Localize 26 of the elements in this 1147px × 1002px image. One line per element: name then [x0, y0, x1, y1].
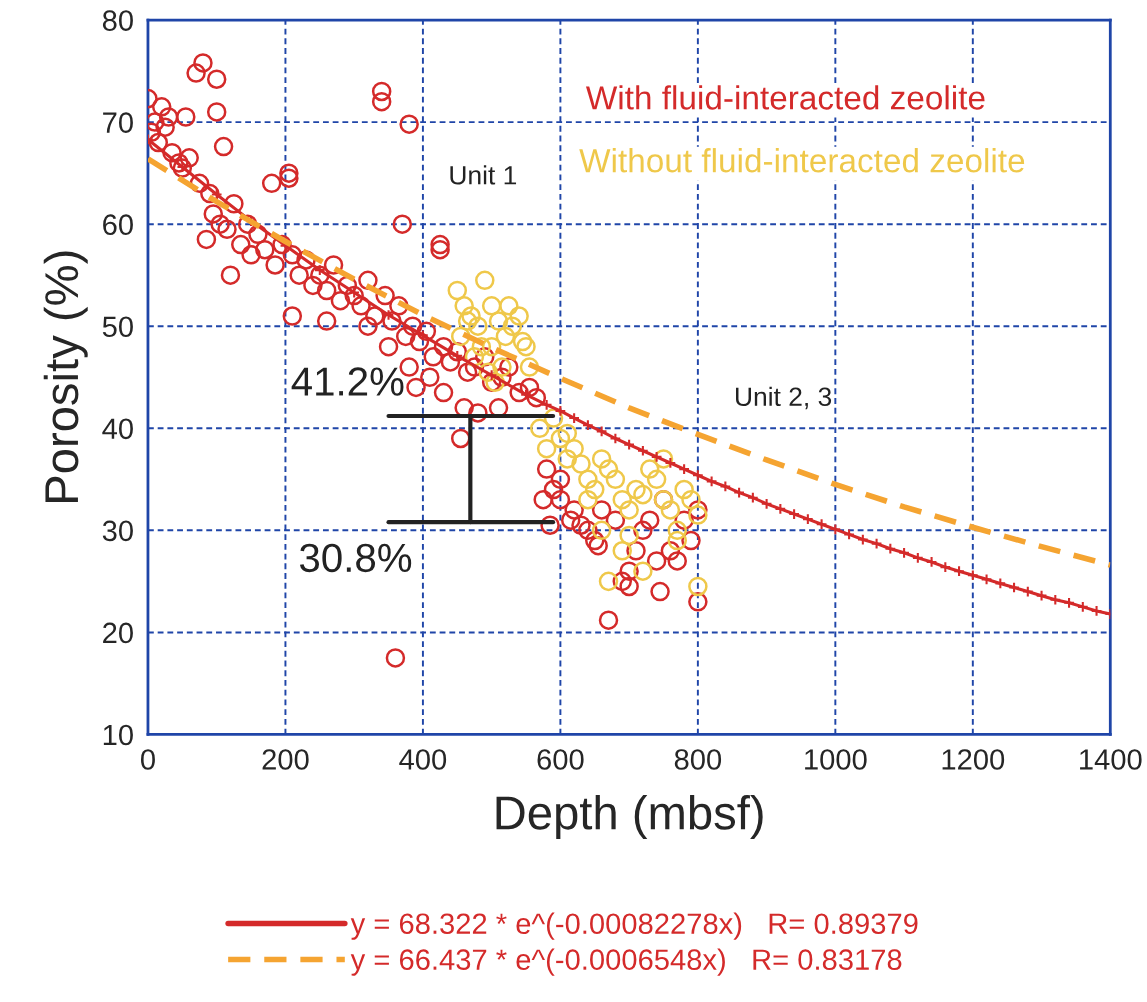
legend-label: y = 66.437 * e^(-0.0006548x) R= 0.83178 — [350, 948, 902, 976]
ref-line-label: 41.2% — [291, 367, 404, 396]
y-tick-label: 10 — [103, 724, 133, 746]
x-axis-title: Depth (mbsf) — [496, 794, 763, 840]
x-tick-label: 1200 — [942, 749, 1005, 770]
text: With fluid-interacted zeolite — [585, 85, 985, 110]
x-tick-label: 400 — [399, 749, 447, 770]
x-tick-label: 600 — [537, 749, 584, 770]
y-tick-label: 40 — [102, 418, 133, 440]
x-tick-label: 200 — [262, 749, 309, 770]
ref-line-label: 30.8% — [299, 543, 412, 573]
y-tick-label: 70 — [103, 112, 133, 133]
y-tick-label: 60 — [103, 214, 133, 236]
y-tick-label: 50 — [102, 316, 133, 338]
text: Without fluid-interacted zeolite — [579, 148, 1025, 173]
y-axis-title: Porosity (%) — [43, 251, 88, 502]
y-tick-label: 20 — [103, 622, 133, 644]
x-tick-label: 1400 — [1080, 749, 1142, 770]
y-tick-label: 80 — [102, 10, 133, 31]
x-tick-label: 0 — [140, 749, 155, 770]
y-tick-label: 30 — [102, 520, 133, 542]
annotation: Unit 1 — [450, 165, 517, 185]
x-tick-label: 800 — [674, 749, 722, 770]
legend-label: y = 68.322 * e^(-0.00082278x) R= 0.89379 — [350, 912, 918, 940]
x-tick-label: 1000 — [805, 749, 867, 770]
annotation: Unit 2, 3 — [736, 386, 832, 410]
